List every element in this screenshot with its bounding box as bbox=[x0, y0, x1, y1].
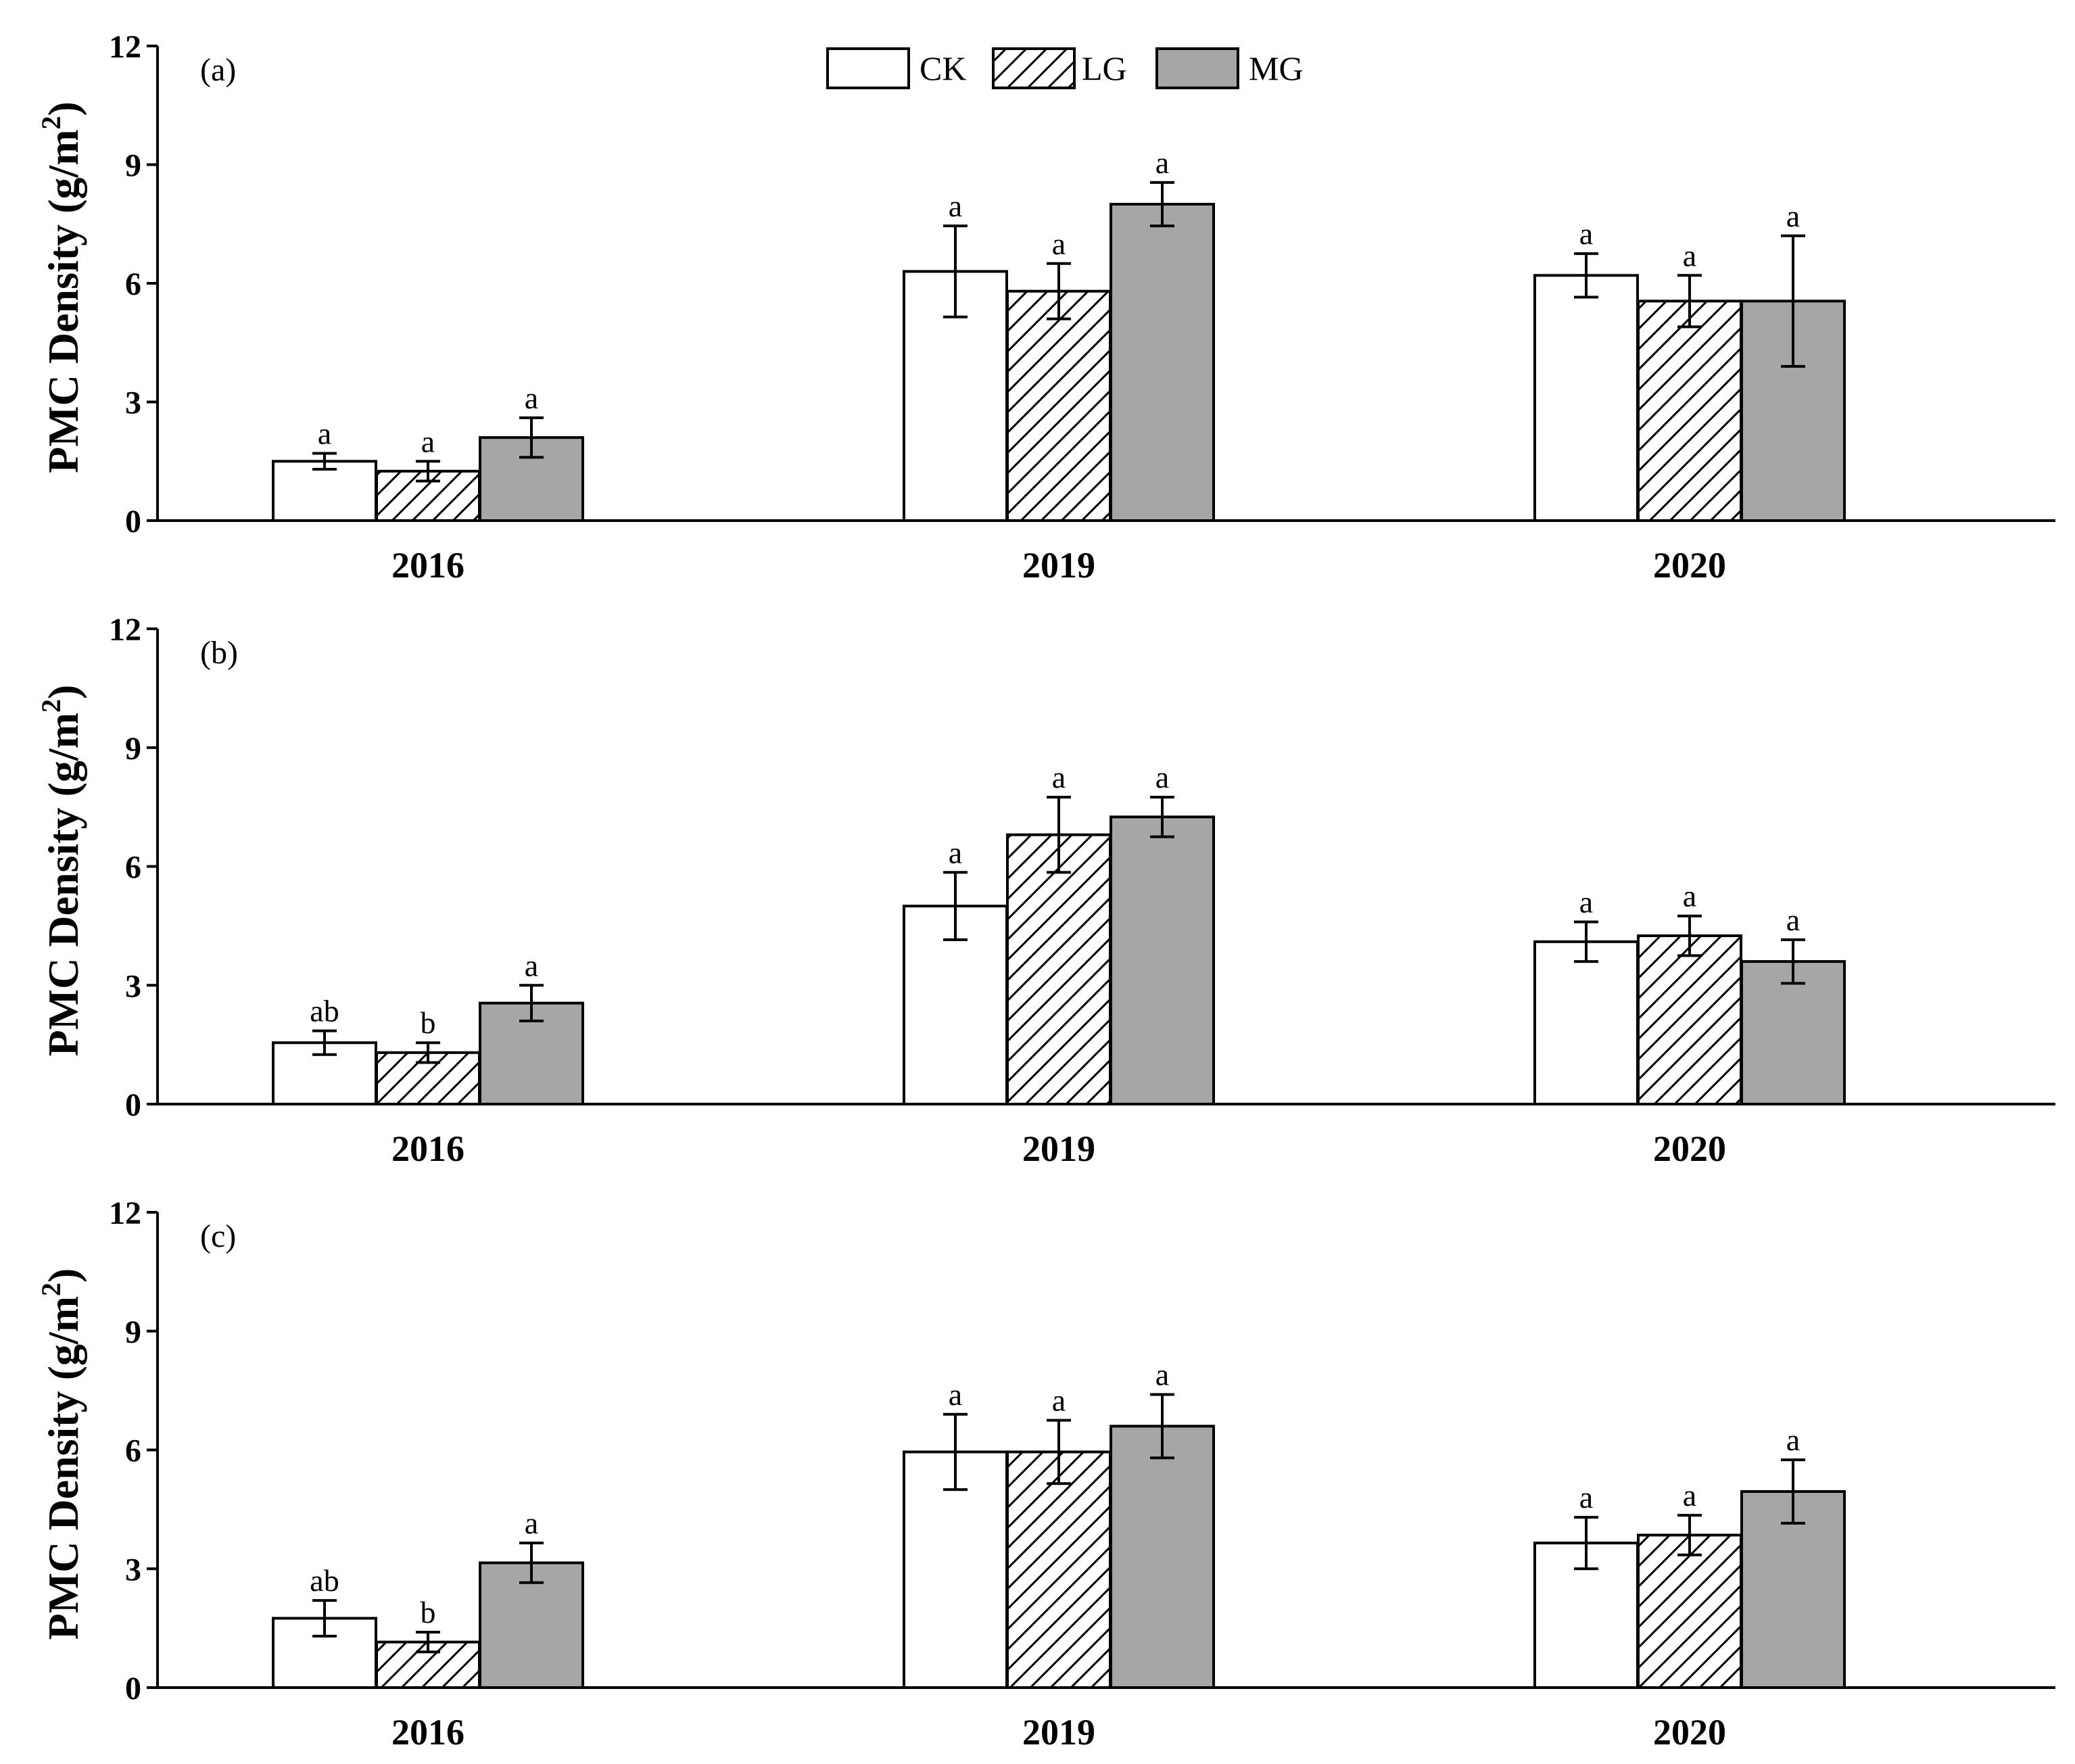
legend-item-ck: CK bbox=[826, 47, 966, 89]
significance-letter: a bbox=[949, 189, 962, 223]
significance-letter: ab bbox=[310, 994, 339, 1028]
significance-letter: a bbox=[525, 381, 538, 415]
y-tick-label: 3 bbox=[125, 1552, 141, 1588]
legend-swatch bbox=[992, 47, 1076, 89]
significance-letter: a bbox=[1683, 238, 1696, 272]
significance-letter: ab bbox=[310, 1563, 339, 1598]
legend-label: CK bbox=[920, 49, 966, 87]
x-tick-label-2019: 2019 bbox=[1022, 1128, 1095, 1169]
bar-mg-2019 bbox=[1110, 1425, 1215, 1690]
significance-letter: a bbox=[1155, 145, 1169, 180]
significance-letter: a bbox=[1579, 885, 1593, 920]
panel-label: (a) bbox=[200, 52, 236, 88]
significance-letter: a bbox=[318, 416, 331, 451]
y-tick-label: 12 bbox=[109, 1195, 141, 1231]
legend-item-mg: MG bbox=[1155, 47, 1304, 89]
x-tick-label-2019: 2019 bbox=[1022, 545, 1095, 586]
significance-letter: b bbox=[421, 1595, 436, 1629]
y-tick-label: 6 bbox=[125, 850, 141, 886]
x-tick-label-2016: 2016 bbox=[391, 545, 464, 586]
y-tick-label: 6 bbox=[125, 266, 141, 302]
bar-lg-2019 bbox=[1006, 833, 1112, 1105]
significance-letter: a bbox=[949, 835, 962, 869]
significance-letter: a bbox=[1155, 1357, 1169, 1391]
x-tick-label-2020: 2020 bbox=[1653, 545, 1726, 586]
legend-label: LG bbox=[1082, 49, 1127, 87]
bar-ck-2016 bbox=[272, 460, 377, 522]
significance-letter: a bbox=[1052, 1383, 1066, 1418]
legend-swatch bbox=[1155, 47, 1239, 89]
panel-label: (c) bbox=[200, 1218, 236, 1254]
y-axis-label: PMC Density (g/m2) bbox=[36, 101, 87, 473]
y-tick-label: 9 bbox=[125, 1314, 141, 1350]
bar-lg-2020 bbox=[1637, 934, 1742, 1106]
y-tick-label: 9 bbox=[125, 731, 141, 767]
x-tick-label-2019: 2019 bbox=[1022, 1712, 1095, 1753]
x-tick-label-2016: 2016 bbox=[391, 1712, 464, 1753]
significance-letter: a bbox=[421, 424, 435, 458]
y-tick-label: 3 bbox=[125, 968, 141, 1004]
y-tick-label: 0 bbox=[125, 1671, 141, 1707]
bar-mg-2019 bbox=[1110, 203, 1215, 522]
panel-2: 0 3 6 9 12 PMC Density (g/m2) (c) ab b a 2016 a a a 20… bbox=[36, 1195, 2055, 1753]
significance-letter: a bbox=[1786, 199, 1800, 233]
y-tick-label: 6 bbox=[125, 1433, 141, 1469]
significance-letter: a bbox=[1155, 760, 1169, 794]
bar-lg-2020 bbox=[1637, 300, 1742, 522]
bar-mg-2020 bbox=[1740, 960, 1846, 1105]
significance-letter: a bbox=[1579, 1480, 1593, 1515]
y-tick-label: 3 bbox=[125, 385, 141, 421]
significance-letter: a bbox=[1052, 227, 1066, 261]
y-tick-label: 0 bbox=[125, 504, 141, 540]
bar-lg-2020 bbox=[1637, 1533, 1742, 1689]
significance-letter: a bbox=[525, 948, 538, 982]
significance-letter: a bbox=[1579, 216, 1593, 251]
legend: CK LG MG bbox=[826, 47, 1304, 89]
significance-letter: a bbox=[1052, 760, 1066, 794]
significance-letter: a bbox=[1786, 1423, 1800, 1457]
significance-letter: a bbox=[1683, 1478, 1696, 1512]
x-tick-label-2020: 2020 bbox=[1653, 1712, 1726, 1753]
bar-lg-2019 bbox=[1006, 1450, 1112, 1690]
panels: 0 3 6 9 12 PMC Density (g/m2) (a) a a a 2016 a a a 201… bbox=[36, 29, 2055, 1753]
bar-lg-2019 bbox=[1006, 289, 1112, 522]
significance-letter: a bbox=[949, 1377, 962, 1412]
legend-swatch bbox=[826, 47, 910, 89]
x-tick-label-2016: 2016 bbox=[391, 1128, 464, 1169]
panel-1: 0 3 6 9 12 PMC Density (g/m2) (b) ab b a 2016 a a a 20… bbox=[36, 612, 2055, 1169]
bar-ck-2020 bbox=[1533, 940, 1639, 1106]
y-tick-label: 12 bbox=[109, 612, 141, 648]
y-tick-label: 0 bbox=[125, 1087, 141, 1123]
significance-letter: a bbox=[1786, 903, 1800, 937]
legend-label: MG bbox=[1249, 49, 1304, 87]
y-axis-label: PMC Density (g/m2) bbox=[36, 685, 87, 1057]
x-tick-label-2020: 2020 bbox=[1653, 1128, 1726, 1169]
bar-mg-2019 bbox=[1110, 815, 1215, 1106]
bar-ck-2019 bbox=[903, 1450, 1008, 1690]
significance-letter: a bbox=[1683, 879, 1696, 913]
significance-letter: a bbox=[525, 1506, 538, 1540]
bar-ck-2020 bbox=[1533, 274, 1639, 522]
y-tick-label: 9 bbox=[125, 148, 141, 184]
panel-0: 0 3 6 9 12 PMC Density (g/m2) (a) a a a 2016 a a a 201… bbox=[36, 29, 2055, 586]
panel-label: (b) bbox=[200, 635, 238, 671]
y-axis-label: PMC Density (g/m2) bbox=[36, 1268, 87, 1640]
y-tick-label: 12 bbox=[109, 29, 141, 65]
significance-letter: b bbox=[421, 1005, 436, 1040]
legend-item-lg: LG bbox=[992, 47, 1127, 89]
